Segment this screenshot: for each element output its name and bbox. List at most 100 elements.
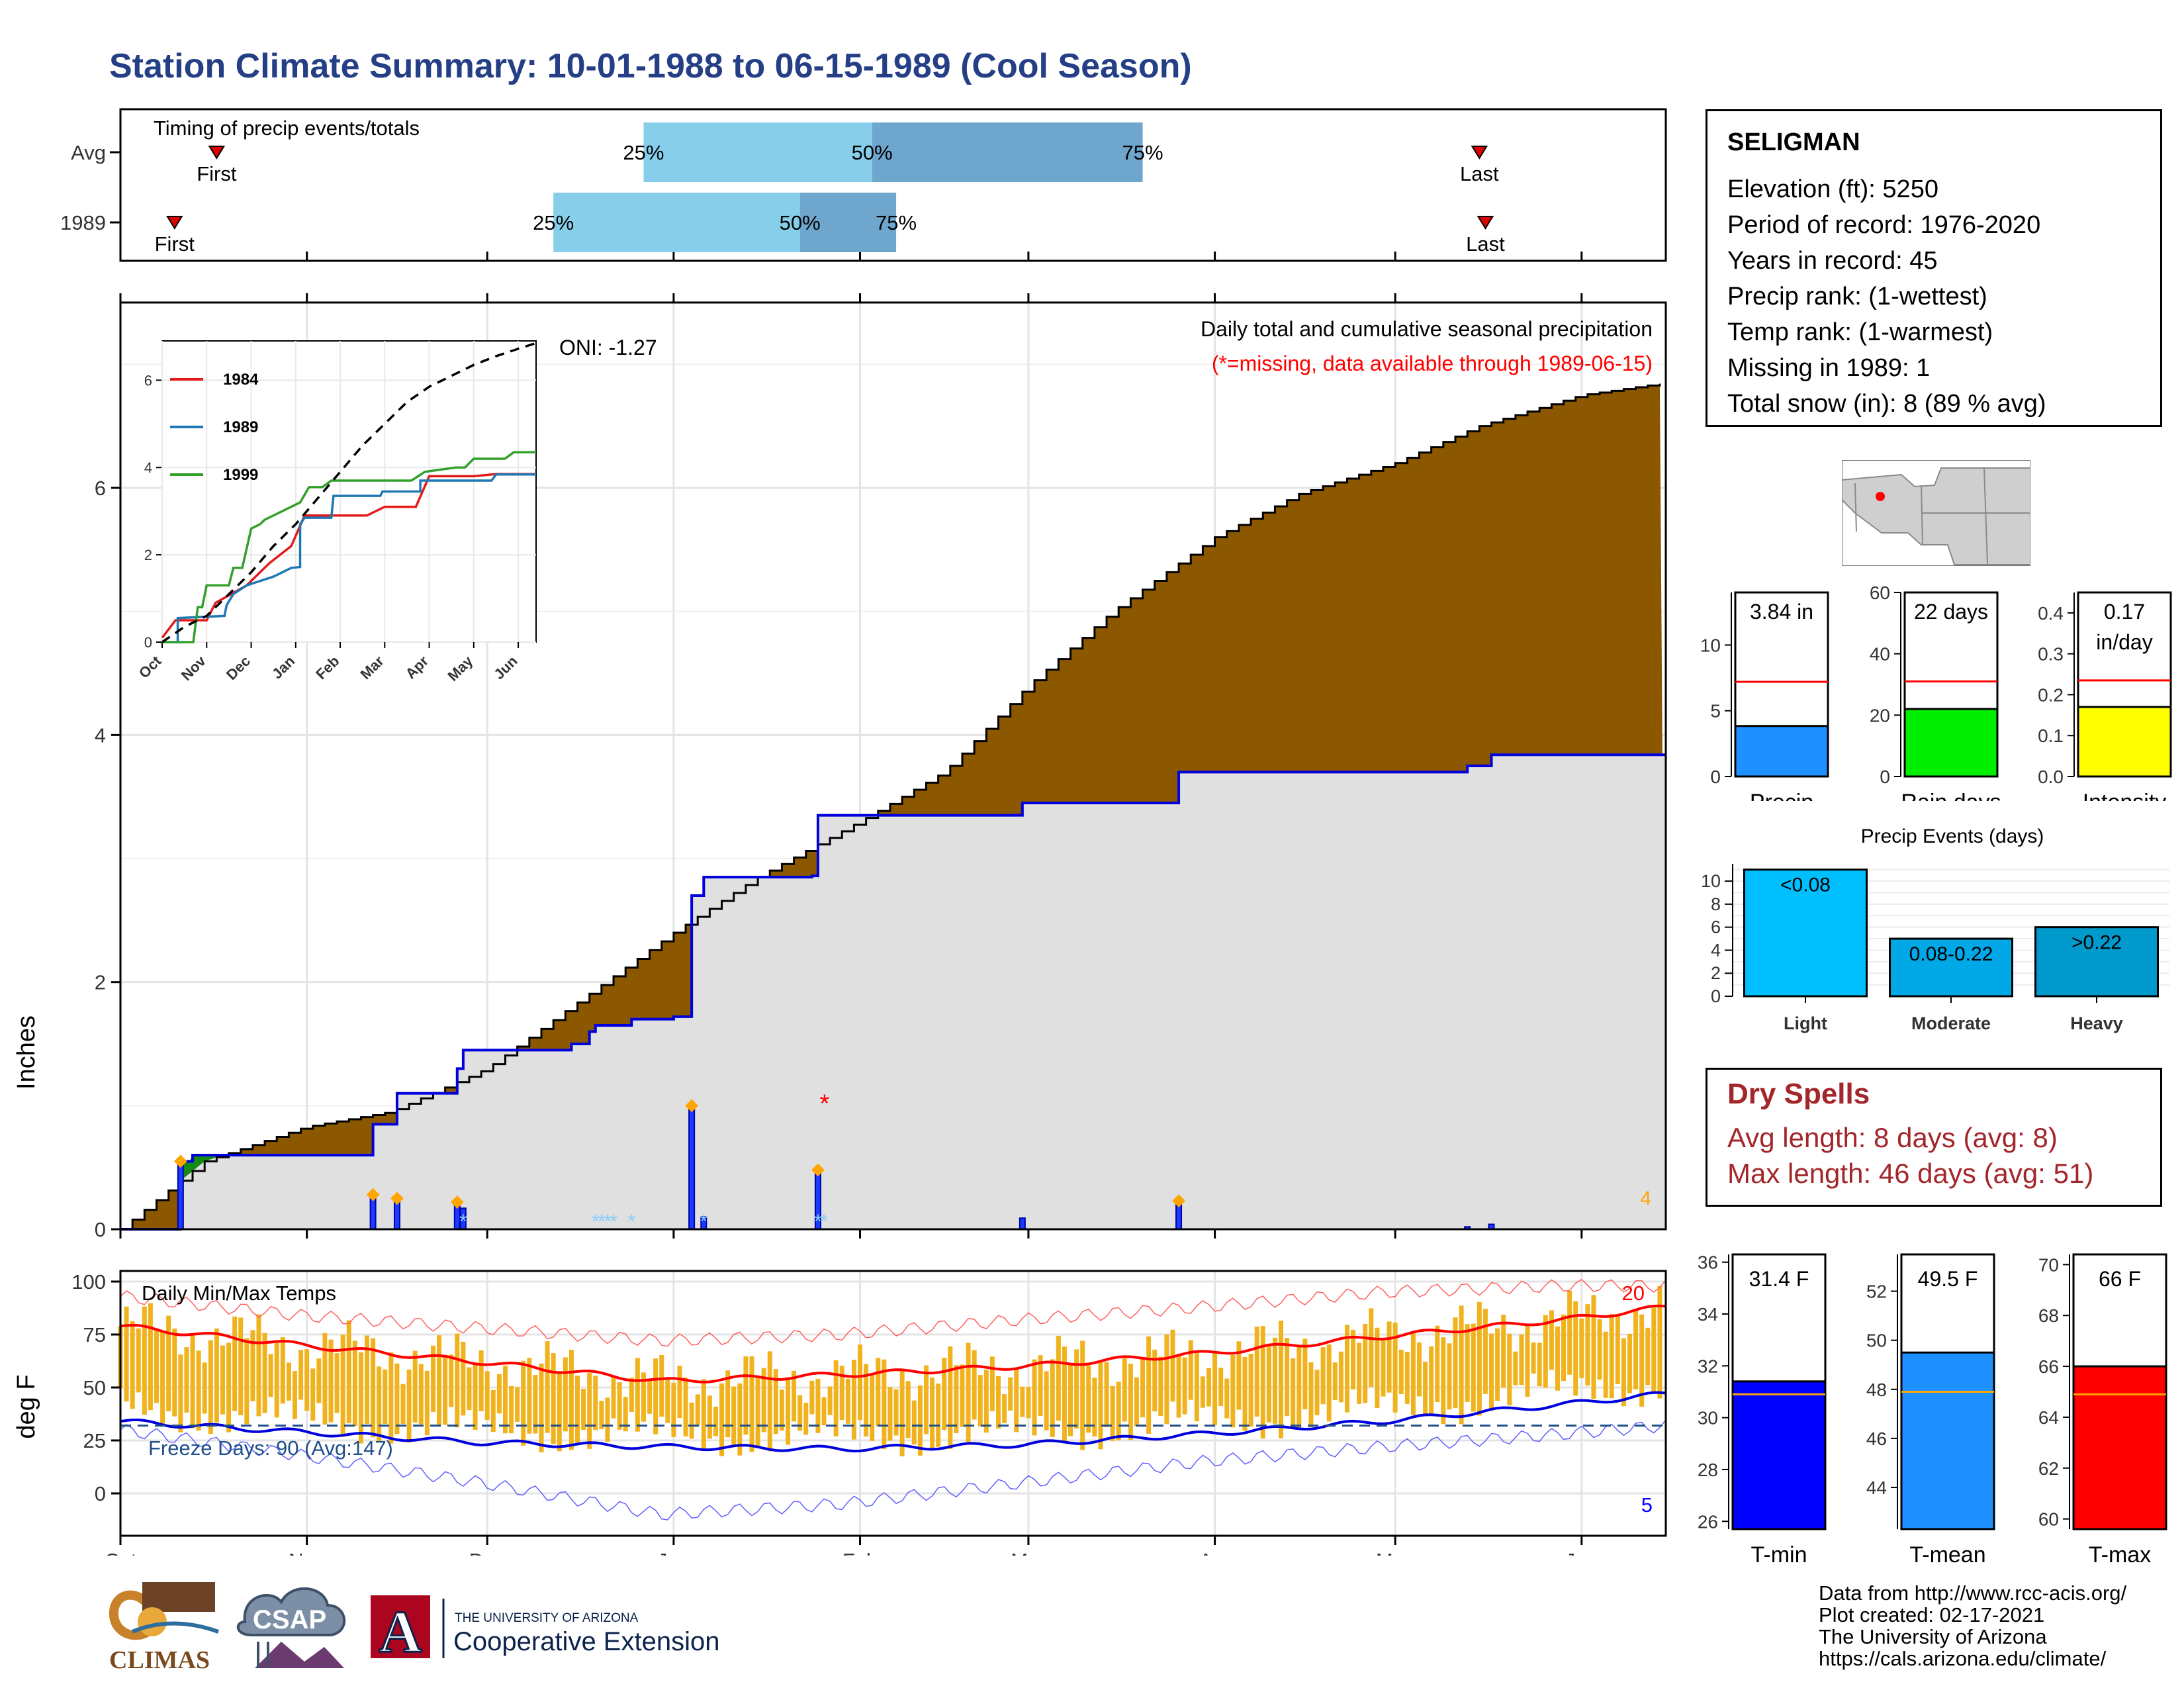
first-event-marker	[208, 146, 226, 160]
daily-temp-bar	[1092, 1378, 1097, 1436]
daily-temp-bar	[490, 1389, 496, 1432]
tsum-ytick-label: 34	[1698, 1304, 1718, 1325]
daily-temp-bar	[1272, 1337, 1277, 1424]
daily-temp-bar	[978, 1375, 983, 1427]
daily-temp-bar	[1591, 1295, 1596, 1399]
daily-temp-bar	[1567, 1291, 1572, 1375]
events-category-label: Moderate	[1911, 1013, 1991, 1033]
events-category-label: Heavy	[2070, 1013, 2123, 1033]
daily-temp-bar	[948, 1346, 953, 1449]
daily-temp-bar	[545, 1341, 550, 1433]
daily-temp-bar	[749, 1356, 754, 1452]
timing-p75-label: 75%	[876, 211, 917, 234]
dry-spells-title: Dry Spells	[1727, 1078, 1870, 1110]
dry-spells-max: Max length: 46 days (avg: 51)	[1727, 1158, 2094, 1189]
daily-temp-bar	[388, 1352, 394, 1444]
daily-temp-bar	[316, 1358, 322, 1403]
daily-temp-bar	[1369, 1308, 1374, 1387]
daily-temp-bar	[1404, 1352, 1410, 1404]
daily-temp-bar	[130, 1321, 135, 1409]
mini-ytick-label: 0.2	[2038, 684, 2064, 705]
snow-marker: *	[627, 1211, 635, 1233]
daily-temp-bar	[136, 1328, 141, 1393]
daily-temp-bar	[887, 1387, 893, 1441]
daily-temp-bar	[1104, 1362, 1109, 1428]
daily-temp-bar	[629, 1378, 634, 1413]
daily-temp-bar	[496, 1374, 502, 1414]
daily-temp-bar	[665, 1380, 670, 1423]
daily-temp-bar	[467, 1367, 472, 1411]
daily-temp-bar	[821, 1397, 827, 1426]
daily-temp-bar	[1279, 1320, 1284, 1438]
tsum-ytick-label: 50	[1866, 1331, 1887, 1351]
daily-temp-bar	[1375, 1327, 1380, 1409]
daily-temp-bar	[190, 1333, 195, 1429]
daily-temp-bar	[172, 1329, 177, 1417]
temp-xtick-label: Jun	[1565, 1549, 1598, 1556]
tsum-ytick-label: 48	[1866, 1380, 1887, 1400]
daily-temp-bar	[899, 1371, 905, 1457]
temp-ytick-label: 50	[83, 1376, 106, 1399]
timing-bar-50-75	[872, 122, 1143, 182]
daily-temp-bar	[1014, 1367, 1019, 1432]
daily-temp-bar	[911, 1400, 917, 1445]
daily-temp-bar	[827, 1386, 833, 1415]
daily-temp-bar	[1603, 1331, 1608, 1398]
daily-temp-bar	[1110, 1385, 1115, 1441]
daily-precip-bar	[688, 1105, 696, 1231]
daily-precip-bar	[177, 1160, 184, 1231]
temp-xtick-label: May	[1376, 1549, 1415, 1556]
mini-value-label: 0.17	[2104, 600, 2145, 624]
daily-temp-bar	[412, 1350, 418, 1423]
daily-temp-bar	[1158, 1356, 1163, 1417]
avg-min-line	[120, 1391, 1666, 1453]
daily-temp-bar	[1465, 1324, 1470, 1403]
precip-title: Daily total and cumulative seasonal prec…	[1201, 317, 1653, 341]
daily-temp-bar	[1038, 1355, 1043, 1417]
daily-temp-bar	[1182, 1357, 1187, 1415]
daily-temp-bar	[262, 1333, 267, 1413]
events-ytick-label: 10	[1701, 871, 1721, 891]
daily-temp-bar	[581, 1389, 586, 1430]
daily-temp-bar	[1266, 1346, 1271, 1423]
snow-marker: *	[820, 1211, 828, 1233]
daily-temp-bar	[1320, 1347, 1326, 1405]
daily-temp-bar	[1020, 1386, 1025, 1417]
last-event-marker	[1471, 146, 1488, 160]
mini-title: Precip	[1750, 790, 1813, 801]
events-category-label: Light	[1784, 1013, 1827, 1033]
footer-credits: Data from http://www.rcc-acis.org/ Plot …	[1819, 1582, 2126, 1669]
daily-temp-bar	[1482, 1309, 1488, 1394]
daily-temp-bar	[328, 1339, 334, 1423]
daily-temp-bar	[797, 1395, 803, 1431]
temp-title: Daily Min/Max Temps	[142, 1282, 336, 1305]
events-bar	[1743, 868, 1868, 998]
last-event-label: Last	[1460, 162, 1499, 185]
daily-temp-bar	[1495, 1328, 1500, 1401]
daily-temp-bar	[256, 1314, 261, 1417]
timing-p50-label: 50%	[852, 141, 893, 164]
daily-temp-bar	[202, 1362, 207, 1414]
daily-temp-bar	[1068, 1364, 1073, 1436]
daily-temp-bar	[1627, 1333, 1632, 1393]
temp-chart: deg F 0 25 50 75 100 Oct Nov Dec Jan Feb Mar Apr May…	[13, 1270, 1667, 1556]
daily-temp-bar	[1188, 1340, 1193, 1400]
daily-temp-bar	[1416, 1342, 1422, 1397]
daily-temp-bar	[599, 1401, 604, 1430]
daily-temp-bar	[864, 1364, 869, 1437]
daily-temp-bar	[671, 1382, 676, 1437]
daily-temp-bar	[1062, 1346, 1067, 1443]
timing-bar-25-50	[553, 193, 800, 252]
daily-temp-bar	[593, 1376, 598, 1430]
tsum-ytick-label: 66	[2038, 1356, 2059, 1377]
daily-temp-bar	[1291, 1358, 1296, 1429]
mini-ytick-label: 0.1	[2038, 726, 2064, 746]
daily-temp-bar	[617, 1382, 622, 1430]
daily-temp-bar	[1615, 1315, 1620, 1385]
mini-value-label: in/day	[2096, 630, 2152, 654]
daily-temp-bar	[1008, 1377, 1013, 1411]
daily-temp-bar	[424, 1370, 430, 1436]
footer-line-url: https://cals.arizona.edu/climate/	[1819, 1647, 2107, 1670]
dry-spells-avg: Avg length: 8 days (avg: 8)	[1727, 1122, 2058, 1153]
last-event-label: Last	[1466, 232, 1505, 256]
